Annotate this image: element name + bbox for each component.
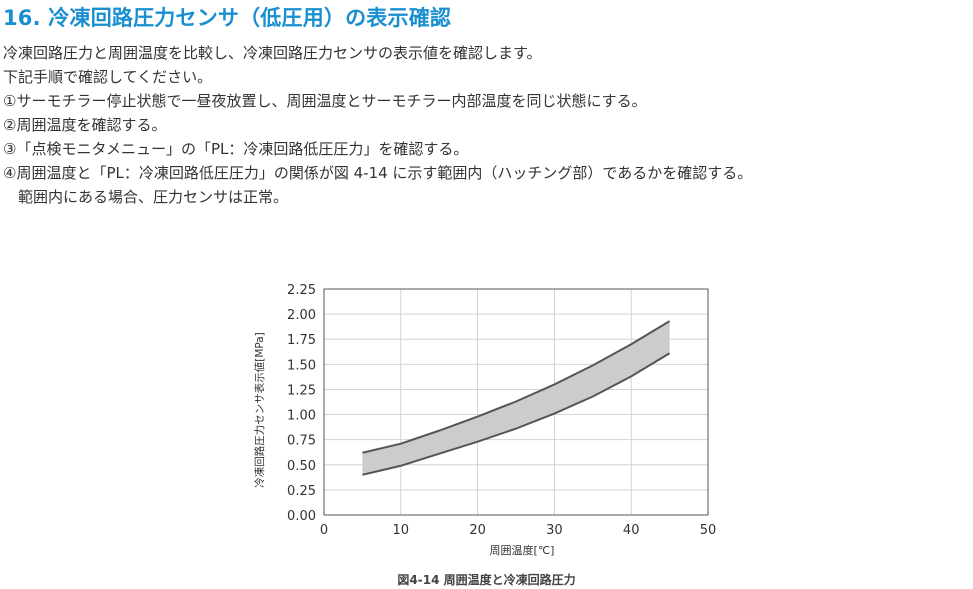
x-axis-label: 周囲温度[℃] xyxy=(490,543,555,557)
upper-limit-curve xyxy=(362,320,671,454)
x-tick-label: 10 xyxy=(393,523,410,538)
pressure-temperature-chart: 0.00 0.25 0.50 0.75 1.00 1.25 1.50 1.75 2.00 2.25… xyxy=(245,278,725,558)
y-tick-label: 2.25 xyxy=(287,283,316,298)
chart-svg: 0.00 0.25 0.50 0.75 1.00 1.25 1.50 1.75 2.00 2.25… xyxy=(253,283,717,557)
step-2: ②周囲温度を確認する。 xyxy=(3,116,167,134)
intro-text: 冷凍回路圧力と周囲温度を比較し、冷凍回路圧力センサの表示値を確認します。 xyxy=(3,44,542,62)
y-tick-label: 1.00 xyxy=(287,409,316,424)
step-3: ③「点検モニタメニュー」の「PL：冷凍回路低圧圧力」を確認する。 xyxy=(3,140,469,158)
step-4: ④周囲温度と「PL：冷凍回路低圧圧力」の関係が図 4-14 に示す範囲内（ハッチ… xyxy=(3,164,753,182)
instruction-text: 下記手順で確認してください。 xyxy=(3,68,213,86)
y-tick-label: 2.00 xyxy=(287,308,316,323)
step-1: ①サーモチラー停止状態で一昼夜放置し、周囲温度とサーモチラー内部温度を同じ状態に… xyxy=(3,92,647,110)
x-tick-label: 20 xyxy=(469,523,486,538)
acceptable-range-band xyxy=(362,321,670,475)
plot-frame xyxy=(323,288,709,516)
step-4-note: 範囲内にある場合、圧力センサは正常。 xyxy=(18,188,289,206)
y-tick-label: 0.50 xyxy=(287,459,316,474)
y-tick-label: 0.00 xyxy=(287,509,316,524)
x-tick-label: 0 xyxy=(320,523,328,538)
y-tick-label: 0.75 xyxy=(287,434,316,449)
x-tick-label: 40 xyxy=(623,523,640,538)
figure-caption: 図4-14 周囲温度と冷凍回路圧力 xyxy=(397,573,576,587)
y-axis-label: 冷凍回路圧力センサ表示値[MPa] xyxy=(253,332,266,488)
y-tick-label: 0.25 xyxy=(287,484,316,499)
y-tick-label: 1.75 xyxy=(287,333,316,348)
x-tick-label: 50 xyxy=(700,523,717,538)
y-tick-label: 1.50 xyxy=(287,358,316,373)
lower-limit-curve xyxy=(362,352,671,476)
section-heading: 16. 冷凍回路圧力センサ（低圧用）の表示確認 xyxy=(3,6,452,30)
y-tick-label: 1.25 xyxy=(287,383,316,398)
x-tick-label: 30 xyxy=(546,523,563,538)
